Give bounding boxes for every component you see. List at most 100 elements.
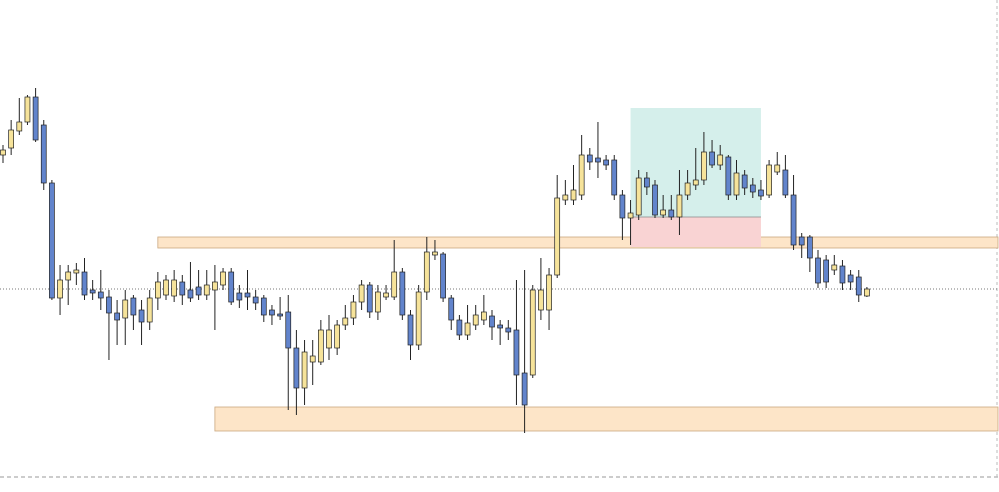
candle-body xyxy=(244,292,251,298)
candle-body xyxy=(301,351,308,389)
candle-body xyxy=(16,121,23,132)
candle-body xyxy=(611,159,618,196)
candle-body xyxy=(521,372,528,406)
candle-body xyxy=(676,194,683,218)
candle-body xyxy=(505,327,512,333)
zone xyxy=(214,406,999,432)
candle-body xyxy=(40,124,47,184)
candles xyxy=(0,88,870,433)
candle-body xyxy=(464,322,471,336)
candle-body xyxy=(627,212,634,219)
candle-body xyxy=(660,209,667,216)
candle-body xyxy=(138,309,145,323)
candle-body xyxy=(163,279,169,296)
candle-body xyxy=(749,184,756,193)
candle-body xyxy=(652,184,658,216)
candle-body xyxy=(847,274,854,283)
candle-body xyxy=(309,355,316,363)
candle-body xyxy=(8,129,14,149)
candle-body xyxy=(595,157,601,163)
candle-body xyxy=(57,279,63,299)
candle-body xyxy=(481,311,487,321)
candle-body xyxy=(220,271,226,286)
candle-body xyxy=(114,312,120,321)
candle-body xyxy=(782,169,789,196)
candle-body xyxy=(578,154,585,196)
candle-body xyxy=(366,284,373,313)
candle-body xyxy=(212,281,218,291)
candle-body xyxy=(643,177,650,188)
candle-body xyxy=(65,271,72,281)
candle-body xyxy=(415,291,422,346)
candle-body xyxy=(236,292,243,301)
candle-body xyxy=(293,347,300,389)
candle-body xyxy=(179,281,186,296)
candle-body xyxy=(130,297,137,316)
candle-body xyxy=(554,197,561,276)
candle-body xyxy=(326,329,332,349)
candle-body xyxy=(32,96,39,141)
candle-body xyxy=(269,309,275,316)
candle-body xyxy=(668,209,675,218)
candle-body xyxy=(399,271,406,316)
candle-body xyxy=(513,329,520,376)
candle-body xyxy=(692,179,699,186)
candle-body xyxy=(89,289,96,294)
candle-body xyxy=(334,324,340,349)
candle-body xyxy=(497,324,503,329)
candle-body xyxy=(790,194,797,246)
candle-body xyxy=(171,279,177,297)
candle-body xyxy=(635,177,642,216)
candle-body xyxy=(187,289,194,299)
candle-body xyxy=(855,276,862,296)
candle-body xyxy=(839,265,846,284)
candle-body xyxy=(383,292,389,298)
candle-body xyxy=(562,194,569,201)
candle-body xyxy=(228,271,235,303)
candle-body xyxy=(49,182,55,299)
candle-body xyxy=(489,315,495,328)
candle-body xyxy=(423,251,430,293)
candle-body xyxy=(350,301,357,319)
candle-body xyxy=(701,151,707,181)
candle-body xyxy=(546,274,552,311)
candle-body xyxy=(97,291,104,299)
candle-body xyxy=(407,314,414,346)
candle-body xyxy=(391,271,398,298)
zone xyxy=(157,236,999,249)
candle-body xyxy=(448,297,455,321)
candle-body xyxy=(456,319,463,336)
candle-body xyxy=(285,311,292,349)
candle-body xyxy=(717,154,724,166)
candle-body xyxy=(155,281,161,299)
candle-body xyxy=(277,313,283,317)
candle-body xyxy=(432,251,438,256)
candle-body xyxy=(260,297,267,316)
candle-body xyxy=(758,189,764,197)
candle-body xyxy=(586,154,593,163)
candle-body xyxy=(472,314,479,326)
candle-body xyxy=(823,259,830,283)
zones xyxy=(0,108,999,432)
candle-body xyxy=(203,284,210,296)
candle-body xyxy=(24,96,31,123)
candle-body xyxy=(619,194,626,219)
candle-body xyxy=(725,156,732,196)
candle-body xyxy=(864,288,870,297)
candle-body xyxy=(375,291,381,313)
stop-area xyxy=(630,217,761,247)
candle-body xyxy=(81,271,88,296)
candle-body xyxy=(815,257,821,284)
candle-body xyxy=(741,174,748,189)
candle-body xyxy=(73,269,80,274)
candle-body xyxy=(440,253,446,299)
candle-body xyxy=(733,172,740,196)
candle-body xyxy=(106,296,112,314)
candle-body xyxy=(318,329,324,363)
candle-body xyxy=(709,151,715,166)
candle-body xyxy=(538,289,544,311)
candle-body xyxy=(831,264,838,271)
candle-body xyxy=(342,317,349,326)
candle-body xyxy=(603,159,609,166)
